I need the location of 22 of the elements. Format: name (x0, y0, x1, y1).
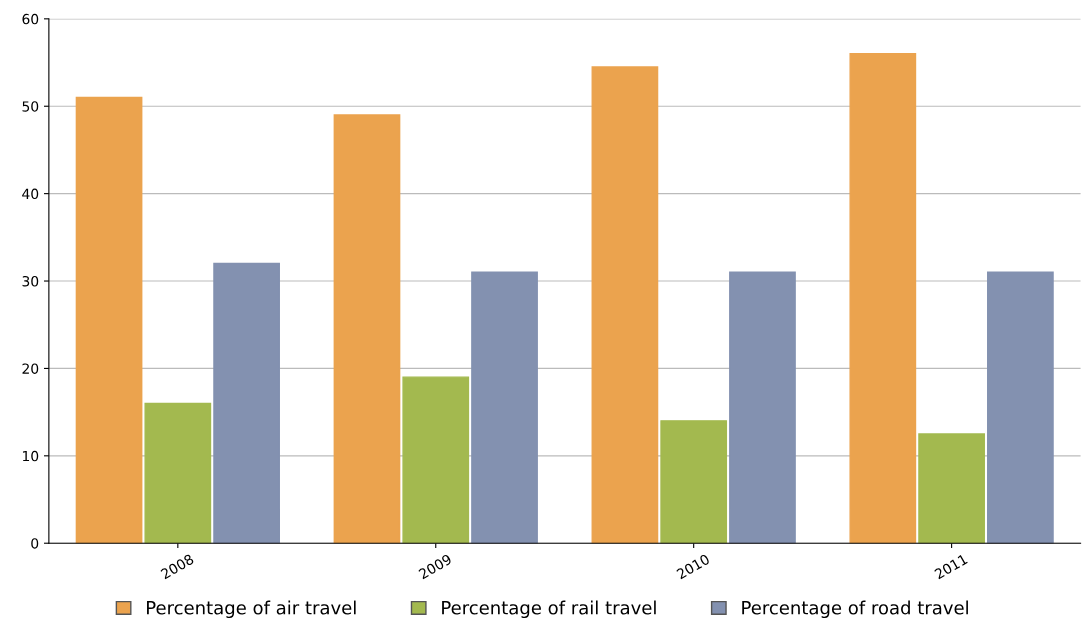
bar (591, 66, 659, 544)
legend-label: Percentage of rail travel (442, 600, 656, 619)
y-tick-label: 60 (22, 13, 39, 25)
bar (660, 420, 728, 544)
legend-label: Percentage of road travel (742, 600, 968, 619)
bar (144, 402, 212, 544)
bar (402, 376, 470, 544)
bar (213, 262, 280, 544)
y-tick-label: 40 (22, 188, 39, 200)
bar (729, 271, 796, 544)
bar (333, 114, 401, 544)
bar (987, 271, 1054, 544)
bar (471, 271, 538, 544)
bar (75, 96, 143, 544)
bar (849, 53, 917, 544)
bar (918, 433, 985, 544)
legend-label: Percentage of air travel (147, 600, 356, 619)
y-tick-label: 30 (22, 276, 39, 287)
y-tick-label: 50 (22, 101, 39, 112)
y-tick-label: 0 (31, 538, 39, 549)
y-tick-label: 20 (22, 363, 39, 374)
y-tick-label: 10 (23, 450, 39, 462)
